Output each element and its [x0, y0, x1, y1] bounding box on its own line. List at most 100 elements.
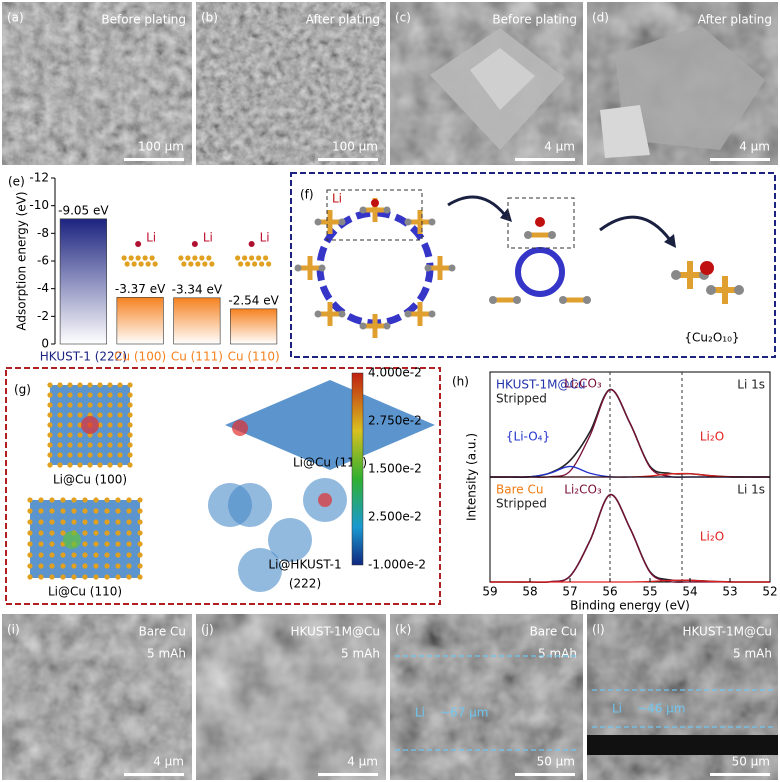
- atom: [181, 261, 187, 267]
- atom: [383, 206, 391, 214]
- atom: [82, 563, 88, 569]
- x-axis-label: Binding energy (eV): [570, 599, 690, 613]
- panel-border: [290, 172, 776, 358]
- atom: [126, 497, 132, 503]
- atom: [87, 382, 93, 388]
- panel-label: (c): [395, 11, 411, 25]
- capacity: 5 mAh: [341, 647, 380, 661]
- atom: [104, 563, 110, 569]
- atom: [77, 462, 83, 468]
- atom: [192, 255, 198, 261]
- atom: [424, 264, 432, 272]
- sem-texture: [390, 614, 583, 780]
- atom: [127, 402, 133, 408]
- y-tick-label: 0: [41, 337, 49, 351]
- atom: [115, 508, 121, 514]
- crystal-face: [600, 105, 650, 158]
- crystal-face: [470, 48, 535, 110]
- atom: [107, 452, 113, 458]
- atom: [57, 422, 63, 428]
- atom: [47, 462, 53, 468]
- panel-label: (l): [592, 623, 605, 637]
- atom: [71, 497, 77, 503]
- atom: [126, 563, 132, 569]
- atom: [93, 541, 99, 547]
- atom: [117, 382, 123, 388]
- scale-bar: [710, 773, 770, 776]
- panel-label: (k): [395, 623, 411, 637]
- atom: [524, 231, 532, 239]
- atom: [115, 519, 121, 525]
- atom: [97, 382, 103, 388]
- x-tick-label: HKUST-1 (222): [40, 350, 127, 364]
- thickness: ~46 μm: [637, 702, 685, 716]
- panel-label: (j): [201, 623, 214, 637]
- atom: [137, 541, 143, 547]
- inset-label: Li: [146, 231, 156, 245]
- atom: [142, 255, 148, 261]
- atom: [47, 392, 53, 398]
- atom: [67, 412, 73, 418]
- atom: [93, 508, 99, 514]
- atom: [249, 255, 255, 261]
- atom: [128, 255, 134, 261]
- charge: [81, 416, 99, 434]
- atom: [71, 574, 77, 580]
- structure: [238, 548, 282, 592]
- atom: [583, 296, 591, 304]
- atom: [137, 552, 143, 558]
- atom: [104, 552, 110, 558]
- atom: [77, 412, 83, 418]
- panel-label: (g): [14, 383, 31, 397]
- atom: [38, 530, 44, 536]
- atom: [135, 255, 141, 261]
- atom: [60, 508, 66, 514]
- scale-bar: [318, 773, 378, 776]
- atom: [115, 574, 121, 580]
- atom: [97, 432, 103, 438]
- atom: [107, 462, 113, 468]
- atom: [104, 530, 110, 536]
- atom: [115, 541, 121, 547]
- atom: [93, 530, 99, 536]
- atom: [60, 497, 66, 503]
- atom-label: Li: [332, 192, 342, 206]
- capacity: 5 mAh: [538, 647, 577, 661]
- atom: [27, 519, 33, 525]
- atom: [67, 392, 73, 398]
- atom: [548, 231, 556, 239]
- atom: [77, 442, 83, 448]
- atom: [67, 452, 73, 458]
- atom: [77, 392, 83, 398]
- atom: [131, 261, 137, 267]
- atom: [404, 310, 412, 318]
- atom: [67, 382, 73, 388]
- arrow: [447, 195, 507, 216]
- atom: [47, 412, 53, 418]
- atom: [27, 563, 33, 569]
- atom: [71, 563, 77, 569]
- panel-caption: After plating: [306, 13, 380, 27]
- atom: [87, 392, 93, 398]
- atom: [107, 382, 113, 388]
- atom: [126, 541, 132, 547]
- y-tick-label: -6: [37, 254, 49, 268]
- atom: [137, 497, 143, 503]
- atom: [117, 402, 123, 408]
- atom: [126, 508, 132, 514]
- atom: [178, 255, 184, 261]
- atom: [127, 432, 133, 438]
- atom: [195, 261, 201, 267]
- atom: [127, 462, 133, 468]
- atom: [115, 497, 121, 503]
- atom: [67, 432, 73, 438]
- atom: [513, 296, 521, 304]
- x-tick-label: Cu (110): [228, 350, 280, 364]
- annotation: Bare Cu: [496, 483, 543, 497]
- atom: [97, 412, 103, 418]
- value-label: -2.54 eV: [228, 293, 279, 307]
- atom: [27, 541, 33, 547]
- atom: [67, 402, 73, 408]
- value-label: -3.34 eV: [172, 282, 223, 296]
